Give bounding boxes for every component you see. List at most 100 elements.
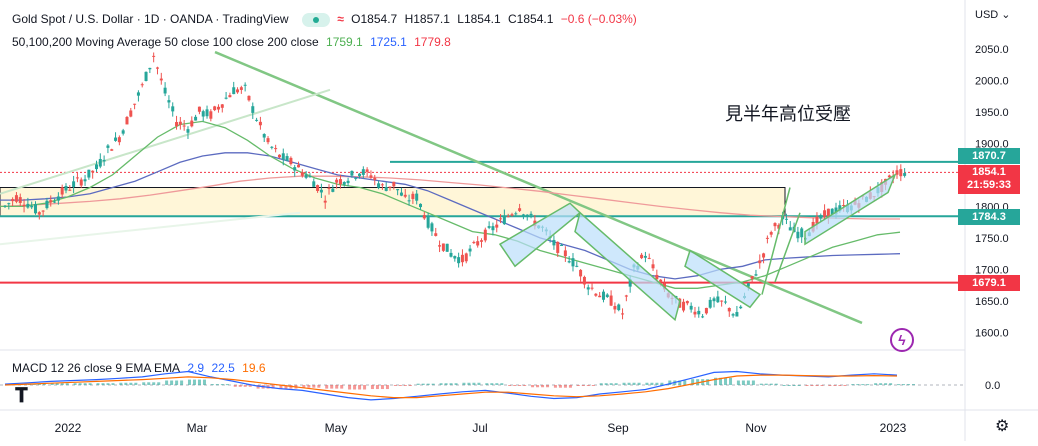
flag-pattern-4 xyxy=(804,173,897,246)
ma100-value: 1725.1 xyxy=(370,35,407,49)
candle-body xyxy=(323,200,327,203)
candle-body xyxy=(365,169,369,172)
candle-body xyxy=(499,218,503,220)
candle-body xyxy=(133,103,137,105)
macd-histogram-bar xyxy=(454,383,458,385)
candle-body xyxy=(613,306,617,310)
macd-histogram-bar xyxy=(380,385,384,390)
chart-annotation: 見半年高位受壓 xyxy=(725,104,851,125)
candle-body xyxy=(582,276,586,285)
y-tick-label: 1700.0 xyxy=(975,264,1009,276)
candle-body xyxy=(384,186,388,191)
candle-body xyxy=(140,84,144,86)
candle-body xyxy=(293,167,297,171)
candle-body xyxy=(186,129,190,133)
candle-body xyxy=(460,254,464,263)
candle-body xyxy=(735,312,739,317)
candle-body xyxy=(228,95,232,98)
candle-body xyxy=(331,188,335,192)
candle-body xyxy=(30,205,34,208)
candle-body xyxy=(506,216,510,218)
candle-body xyxy=(483,229,487,241)
candle-body xyxy=(769,232,773,235)
candle-body xyxy=(7,203,11,205)
settings-icon[interactable]: ⚙ xyxy=(995,418,1010,435)
macd-histogram-bar xyxy=(42,383,46,385)
macd-histogram-bar xyxy=(563,385,567,388)
candle-body xyxy=(487,226,491,228)
candle-body xyxy=(14,195,18,202)
candle-body xyxy=(575,265,579,267)
macd-histogram-bar xyxy=(192,379,196,385)
y-tick-label: 1650.0 xyxy=(975,296,1009,308)
candle-body xyxy=(556,241,560,253)
macd-histogram-bar xyxy=(637,382,641,385)
high-value: H1857.1 xyxy=(404,12,450,26)
candle-body xyxy=(11,199,15,202)
candle-body xyxy=(60,187,64,195)
ma-label[interactable]: 50,100,200 Moving Average 50 close 100 c… xyxy=(12,35,319,49)
change-value: −0.6 (−0.03%) xyxy=(560,12,637,26)
symbol-title[interactable]: Gold Spot / U.S. Dollar · 1D · OANDA · T… xyxy=(12,12,289,26)
macd-histogram-bar xyxy=(724,377,728,385)
candle-body xyxy=(26,203,30,208)
macd-label[interactable]: MACD 12 26 close 9 EMA EMA xyxy=(12,361,181,375)
live-indicator-icon[interactable] xyxy=(301,12,330,27)
macd-value: 2.9 xyxy=(187,361,205,375)
macd-histogram-bar xyxy=(449,383,453,385)
candle-body xyxy=(300,172,304,176)
ma50-line xyxy=(0,120,901,289)
price-pill-last: 1854.1 21:59:33 xyxy=(958,165,1020,194)
candle-body xyxy=(693,311,697,315)
candle-body xyxy=(601,291,605,300)
candle-body xyxy=(3,205,7,207)
candle-body xyxy=(396,189,400,191)
macd-histogram-bar xyxy=(284,385,288,389)
macd-histogram-bar xyxy=(165,380,169,385)
candle-body xyxy=(369,175,373,178)
macd-histogram-bar xyxy=(531,385,535,388)
approx-icon[interactable]: ≈ xyxy=(337,12,344,26)
candle-body xyxy=(304,174,308,178)
candle-body xyxy=(224,97,228,99)
macd-histogram-bar xyxy=(180,380,184,385)
macd-histogram-bar xyxy=(815,385,819,386)
macd-histogram-bar xyxy=(650,382,654,385)
open-value: O1854.7 xyxy=(351,12,398,26)
x-tick-label: Nov xyxy=(745,421,766,435)
candle-body xyxy=(308,176,312,178)
candle-body xyxy=(697,310,701,315)
y-tick-label: 1950.0 xyxy=(975,107,1009,119)
candle-body xyxy=(407,200,411,202)
candle-body xyxy=(197,106,201,112)
candle-body xyxy=(521,214,525,216)
macd-histogram-bar xyxy=(751,380,755,385)
currency-label[interactable]: USD ⌄ xyxy=(975,9,1011,21)
ma200-value: 1779.8 xyxy=(414,35,451,49)
candle-body xyxy=(316,185,320,191)
flag-pattern-3 xyxy=(684,249,762,309)
macd-histogram-bar xyxy=(170,380,174,385)
macd-histogram-bar xyxy=(119,382,123,385)
candle-body xyxy=(335,179,339,183)
candle-body xyxy=(419,203,423,208)
candle-body xyxy=(834,207,838,215)
candle-body xyxy=(651,264,655,269)
tradingview-logo-icon[interactable]: 𝐓 xyxy=(15,385,28,407)
candle-body xyxy=(53,201,57,203)
candle-body xyxy=(209,111,213,119)
candle-body xyxy=(838,205,842,212)
macd-histogram-bar xyxy=(78,383,82,385)
faint-trend-line xyxy=(0,211,301,246)
macd-histogram-bar xyxy=(363,385,367,390)
macd-histogram-bar xyxy=(912,384,915,386)
candle-body xyxy=(354,177,358,179)
candle-body xyxy=(319,189,323,193)
price-pill-support: 1784.3 xyxy=(958,209,1020,225)
macd-histogram-bar xyxy=(614,383,618,385)
x-tick-label: May xyxy=(325,421,348,435)
macd-histogram-bar xyxy=(683,380,687,385)
lightning-icon[interactable]: ϟ xyxy=(890,328,914,352)
macd-histogram-bar xyxy=(101,383,105,385)
macd-histogram-bar xyxy=(553,385,557,388)
